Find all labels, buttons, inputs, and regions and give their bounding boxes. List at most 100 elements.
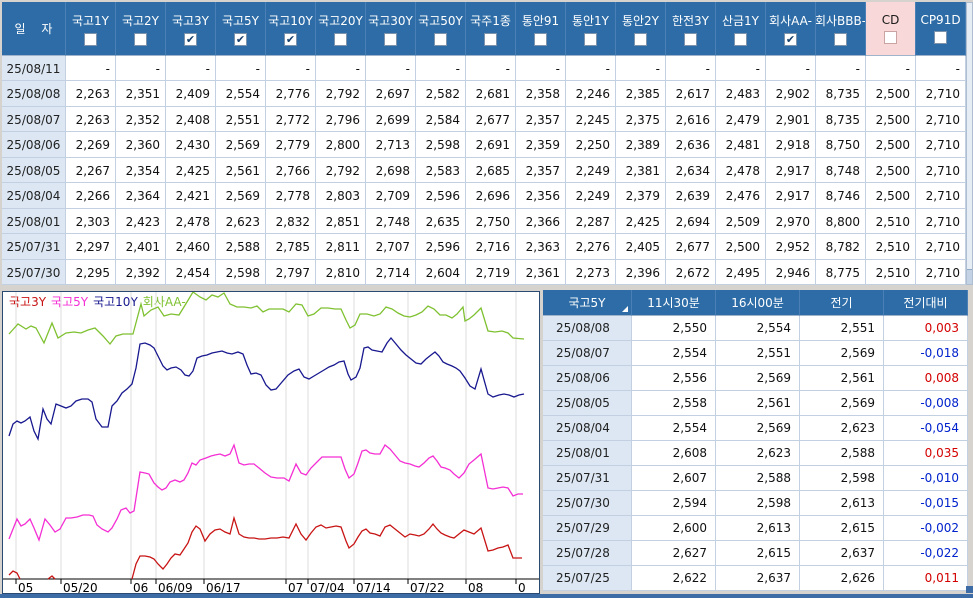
intraday-header-전기대비[interactable]: 전기대비 (884, 290, 968, 316)
intraday-row[interactable]: 25/08/06 2,556 2,569 2,561 0,008 (543, 366, 968, 391)
top-table-scrollbar[interactable] (966, 2, 973, 285)
scrollbar-thumb[interactable] (967, 269, 972, 284)
table-row[interactable]: 25/08/06 2,269 2,360 2,430 2,569 2,779 2,800 2,… (2, 132, 966, 158)
table-row[interactable]: 25/08/11- - - - - - - - - - - - - - - - - - (2, 56, 966, 82)
table-row[interactable]: 25/08/07 2,263 2,352 2,408 2,551 2,772 2,796 2,… (2, 106, 966, 133)
column-checkbox-CD[interactable] (884, 31, 897, 44)
series-line-국고3Y (47, 575, 56, 580)
column-checkbox-국고2Y[interactable] (134, 32, 147, 46)
cell-국고1Y: 2,297 (66, 234, 116, 260)
table-row[interactable]: 25/08/05 2,267 2,354 2,425 2,561 2,766 2,792 2,… (2, 157, 966, 184)
column-checkbox-산금1Y[interactable] (734, 32, 747, 46)
column-checkbox-통안91[interactable] (534, 32, 547, 46)
intraday-header-전기[interactable]: 전기 (800, 290, 884, 316)
column-header-국고1Y[interactable]: 국고1Y (66, 2, 116, 56)
intraday-header-국고5Y[interactable]: 국고5Y (543, 290, 632, 316)
column-checkbox-국고20Y[interactable] (334, 32, 347, 46)
series-line-회사AA- (8, 292, 525, 346)
intraday-row[interactable]: 25/07/30 2,594 2,598 2,613 -0,015 (543, 491, 968, 516)
column-checkbox-CP91D[interactable] (934, 31, 947, 44)
column-checkbox-국고10Y[interactable]: ✔ (284, 32, 297, 46)
table-row[interactable]: 25/07/31 2,297 2,401 2,460 2,588 2,785 2,811 2,… (2, 234, 966, 260)
intraday-row[interactable]: 25/08/05 2,558 2,561 2,569 -0,008 (543, 391, 968, 416)
cell-국고30Y: 2,707 (366, 234, 416, 260)
column-checkbox-국고30Y[interactable] (384, 32, 397, 46)
column-header-CD[interactable]: CD (866, 2, 916, 56)
series-line-국고3Y (8, 570, 21, 580)
intraday-row[interactable]: 25/08/07 2,554 2,551 2,569 -0,018 (543, 341, 968, 366)
cell-CP91D: 2,710 (916, 81, 966, 107)
column-header-국고50Y[interactable]: 국고50Y (416, 2, 466, 56)
intraday-header-16시00분[interactable]: 16시00분 (716, 290, 800, 316)
x-tick-label-06: 06 (133, 581, 148, 593)
column-header-국고2Y[interactable]: 국고2Y (116, 2, 166, 56)
x-tick-label-07/14: 07/14 (356, 581, 391, 593)
column-header-국고10Y[interactable]: 국고10Y ✔ (266, 2, 316, 56)
column-header-국고20Y[interactable]: 국고20Y (316, 2, 366, 56)
column-label: 국고1Y (71, 13, 110, 28)
legend-국고3Y: 국고3Y (9, 295, 47, 309)
cell-국고50Y: 2,582 (416, 81, 466, 107)
column-header-산금1Y[interactable]: 산금1Y (716, 2, 766, 56)
cell-1130: 2,554 (632, 341, 716, 366)
column-header-국주1종[interactable]: 국주1종 (466, 2, 516, 56)
intraday-row[interactable]: 25/08/04 2,554 2,569 2,623 -0,054 (543, 416, 968, 441)
column-checkbox-통안2Y[interactable] (634, 32, 647, 46)
column-header-국고30Y[interactable]: 국고30Y (366, 2, 416, 56)
cell-국고20Y: 2,803 (316, 183, 366, 209)
intraday-row[interactable]: 25/07/29 2,600 2,613 2,615 -0,002 (543, 516, 968, 541)
column-checkbox-한전3Y[interactable] (684, 32, 697, 46)
column-header-통안91[interactable]: 통안91 (516, 2, 566, 56)
column-header-한전3Y[interactable]: 한전3Y (666, 2, 716, 56)
column-checkbox-통안1Y[interactable] (584, 32, 597, 46)
cell-1130: 2,608 (632, 441, 716, 466)
column-checkbox-회사AA-[interactable]: ✔ (784, 32, 797, 46)
x-tick-label-05/20: 05/20 (63, 581, 98, 593)
chart-legend: 국고3Y 국고5Y 국고10Y 회사AA- (9, 293, 191, 310)
cell-CD: 2,510 (866, 234, 916, 260)
column-header-국고3Y[interactable]: 국고3Y ✔ (166, 2, 216, 56)
column-checkbox-국고50Y[interactable] (434, 32, 447, 46)
column-header-회사BBB-[interactable]: 회사BBB- (816, 2, 866, 56)
column-checkbox-국고1Y[interactable] (84, 32, 97, 46)
table-row[interactable]: 25/08/08 2,263 2,351 2,409 2,554 2,776 2,792 2,… (2, 81, 966, 107)
cell-통안91: 2,366 (516, 208, 566, 235)
intraday-header-11시30분[interactable]: 11시30분 (632, 290, 716, 316)
table-row[interactable]: 25/08/04 2,266 2,364 2,421 2,569 2,778 2,803 2,… (2, 183, 966, 209)
cell-1600: 2,588 (716, 466, 800, 491)
date-column-header[interactable]: 일 자 (2, 2, 66, 56)
intraday-row[interactable]: 25/07/28 2,627 2,615 2,637 -0,022 (543, 541, 968, 566)
column-header-통안1Y[interactable]: 통안1Y (566, 2, 616, 56)
cell-통안91: 2,359 (516, 132, 566, 158)
cell-통안1Y: 2,249 (566, 157, 616, 184)
column-header-통안2Y[interactable]: 통안2Y (616, 2, 666, 56)
intraday-header: 국고5Y 11시30분 16시00분 전기 전기대비 (543, 290, 968, 316)
column-header-회사AA-[interactable]: 회사AA- ✔ (766, 2, 816, 56)
cell-국고3Y: 2,460 (166, 234, 216, 260)
column-checkbox-국주1종[interactable] (484, 32, 497, 46)
column-header-국고5Y[interactable]: 국고5Y ✔ (216, 2, 266, 56)
cell-change: 0,008 (884, 366, 968, 391)
cell-국고20Y: 2,792 (316, 81, 366, 107)
table-row[interactable]: 25/08/01 2,303 2,423 2,478 2,623 2,832 2,851 2,… (2, 208, 966, 235)
intraday-row[interactable]: 25/07/25 2,622 2,637 2,626 0,011 (543, 566, 968, 591)
cell-통안1Y: - (566, 56, 616, 82)
intraday-row[interactable]: 25/07/31 2,607 2,588 2,598 -0,010 (543, 466, 968, 491)
cell-1130: 2,607 (632, 466, 716, 491)
column-label: 국고50Y (418, 13, 463, 28)
cell-국고3Y: - (166, 56, 216, 82)
intraday-row[interactable]: 25/08/01 2,608 2,623 2,588 0,035 (543, 441, 968, 466)
column-header-CP91D[interactable]: CP91D (916, 2, 966, 56)
cell-국고2Y: 2,352 (116, 106, 166, 133)
table-row[interactable]: 25/07/30 2,295 2,392 2,454 2,598 2,797 2,810 2,… (2, 259, 966, 285)
column-checkbox-국고5Y[interactable]: ✔ (234, 32, 247, 46)
cell-통안91: - (516, 56, 566, 82)
cell-국고5Y: 2,623 (216, 208, 266, 235)
cell-국고1Y: 2,295 (66, 259, 116, 285)
cell-국주1종: 2,719 (466, 259, 516, 285)
column-checkbox-국고3Y[interactable]: ✔ (184, 32, 197, 46)
cell-국고30Y: - (366, 56, 416, 82)
intraday-row[interactable]: 25/08/08 2,550 2,554 2,551 0,003 (543, 316, 968, 341)
cell-국고5Y: 2,554 (216, 81, 266, 107)
column-checkbox-회사BBB-[interactable] (834, 32, 847, 46)
